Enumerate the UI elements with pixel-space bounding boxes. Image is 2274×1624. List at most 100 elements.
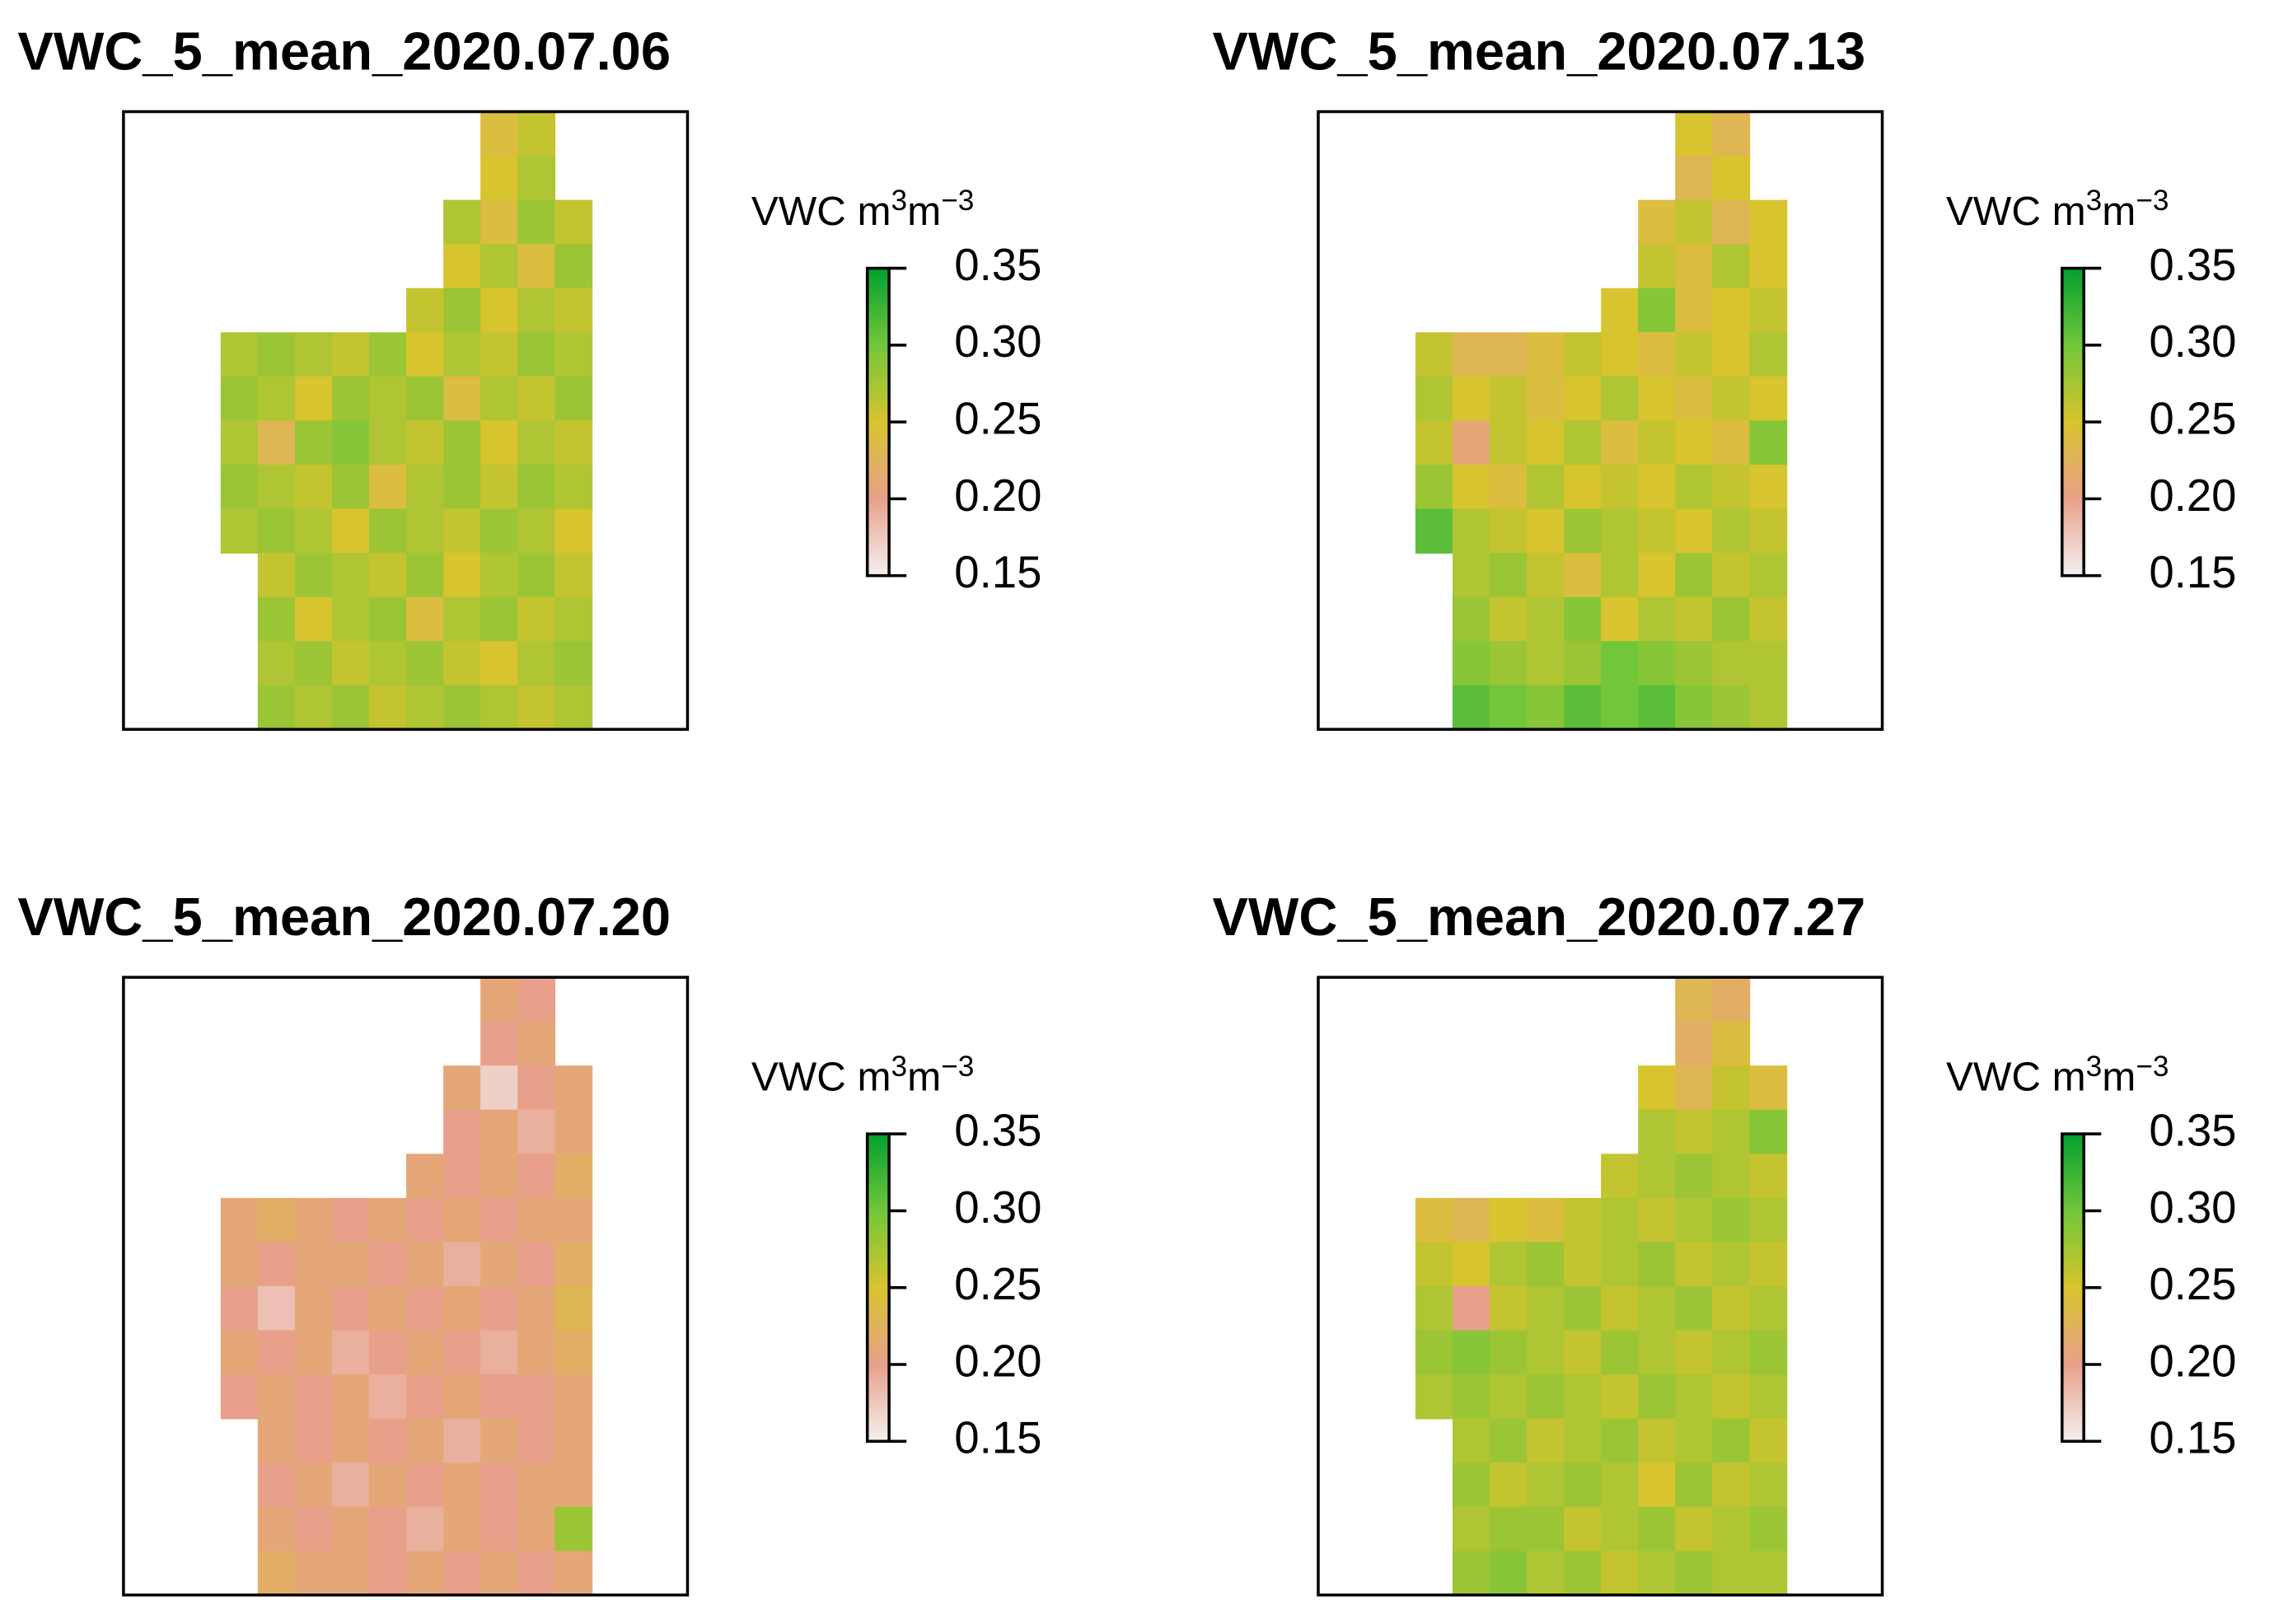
raster-cell: [331, 641, 370, 686]
colorbar-tick-label: 0.25: [2149, 394, 2236, 444]
raster-cell: [1452, 597, 1490, 642]
raster-cell: [1712, 977, 1751, 1023]
raster-cell: [554, 1065, 593, 1111]
raster-cell: [1675, 376, 1714, 422]
raster-cell: [406, 1197, 444, 1243]
raster-cell: [443, 1374, 482, 1420]
raster-cell: [257, 1506, 296, 1552]
raster-cell: [406, 376, 444, 422]
colorbar-tick-label: 0.25: [954, 1259, 1041, 1309]
raster-cell: [1601, 332, 1640, 377]
raster-cell: [1489, 641, 1528, 686]
raster-cell: [1452, 1463, 1490, 1508]
raster-cell: [1452, 1285, 1490, 1331]
raster-cell: [443, 641, 482, 686]
raster-cell: [1675, 977, 1714, 1023]
raster-cell: [1712, 1285, 1751, 1331]
legend-title-part: 3: [2086, 185, 2103, 217]
raster-cell: [554, 244, 593, 289]
legend-title: VWC m3m−3: [751, 185, 974, 234]
raster-cell: [443, 1065, 482, 1111]
raster-cell: [1489, 1463, 1528, 1508]
raster-cell: [331, 1506, 370, 1552]
colorbar: [2061, 266, 2085, 578]
raster-cell: [517, 420, 556, 466]
raster-cell: [1638, 1154, 1677, 1199]
raster-cell: [1749, 1463, 1788, 1508]
raster-cell: [554, 1197, 593, 1243]
raster-cell: [1712, 597, 1751, 642]
raster-cell: [1527, 1551, 1565, 1596]
raster-cell: [1564, 1197, 1603, 1243]
raster-cell: [1712, 111, 1751, 157]
raster-cell: [368, 1374, 407, 1420]
raster-cell: [517, 464, 556, 510]
colorbar-tick-label: 0.20: [954, 1336, 1041, 1386]
raster-cell: [554, 1285, 593, 1331]
legend-title-part: −3: [2136, 185, 2169, 217]
raster-cell: [294, 641, 333, 686]
raster-cell: [1675, 552, 1714, 598]
raster-cell: [1749, 1154, 1788, 1199]
raster-cell: [517, 1109, 556, 1155]
raster-cell: [220, 1330, 259, 1375]
raster-cell: [1564, 1285, 1603, 1331]
raster-cell: [1638, 1065, 1677, 1111]
raster-cell: [368, 376, 407, 422]
colorbar-tick-label: 0.35: [2149, 1106, 2236, 1156]
raster-cell: [1638, 1506, 1677, 1552]
raster-cell: [1601, 288, 1640, 334]
raster-cell: [1489, 1242, 1528, 1287]
colorbar-tick-label: 0.20: [2149, 1336, 2236, 1386]
raster-cell: [443, 376, 482, 422]
raster-cell: [1564, 641, 1603, 686]
raster-cell: [406, 1330, 444, 1375]
raster-cell: [554, 288, 593, 334]
raster-cell: [1452, 1330, 1490, 1375]
raster-cell: [517, 977, 556, 1023]
raster-cell: [480, 244, 519, 289]
raster-cell: [220, 1197, 259, 1243]
raster-cell: [1452, 376, 1490, 422]
raster-cell: [443, 552, 482, 598]
raster-cell: [1675, 156, 1714, 201]
raster-cell: [1527, 420, 1565, 466]
raster-cell: [331, 420, 370, 466]
raster-cell: [1601, 1418, 1640, 1464]
raster-cell: [1675, 464, 1714, 510]
raster-cell: [554, 1242, 593, 1287]
raster-cell: [294, 420, 333, 466]
raster-cell: [294, 1197, 333, 1243]
raster-cell: [1527, 332, 1565, 377]
raster-cell: [1601, 685, 1640, 731]
raster-cell: [1712, 244, 1751, 289]
raster-cell: [1712, 1330, 1751, 1375]
raster-cell: [1638, 1242, 1677, 1287]
raster-cell: [257, 1551, 296, 1596]
raster-cell: [368, 1551, 407, 1596]
colorbar: [865, 266, 891, 578]
raster-cell: [554, 464, 593, 510]
raster-cell: [1601, 1551, 1640, 1596]
raster-cell: [517, 1065, 556, 1111]
raster-cell: [1452, 1374, 1490, 1420]
raster-cell: [1601, 464, 1640, 510]
raster-cell: [517, 508, 556, 554]
raster-cell: [257, 1463, 296, 1508]
raster-cell: [1452, 1197, 1490, 1243]
raster-cell: [1527, 1242, 1565, 1287]
raster-cell: [406, 1506, 444, 1552]
raster-cell: [1675, 420, 1714, 466]
raster-cell: [257, 597, 296, 642]
raster-cell: [1749, 1109, 1788, 1155]
raster-cell: [480, 1551, 519, 1596]
raster-cell: [443, 1551, 482, 1596]
raster-cell: [1638, 332, 1677, 377]
colorbar-tick-label: 0.30: [954, 1182, 1041, 1233]
colorbar-tick-label: 0.30: [2149, 316, 2236, 367]
raster-cell: [1564, 1463, 1603, 1508]
raster-cell: [517, 288, 556, 334]
raster-cell: [1638, 1109, 1677, 1155]
